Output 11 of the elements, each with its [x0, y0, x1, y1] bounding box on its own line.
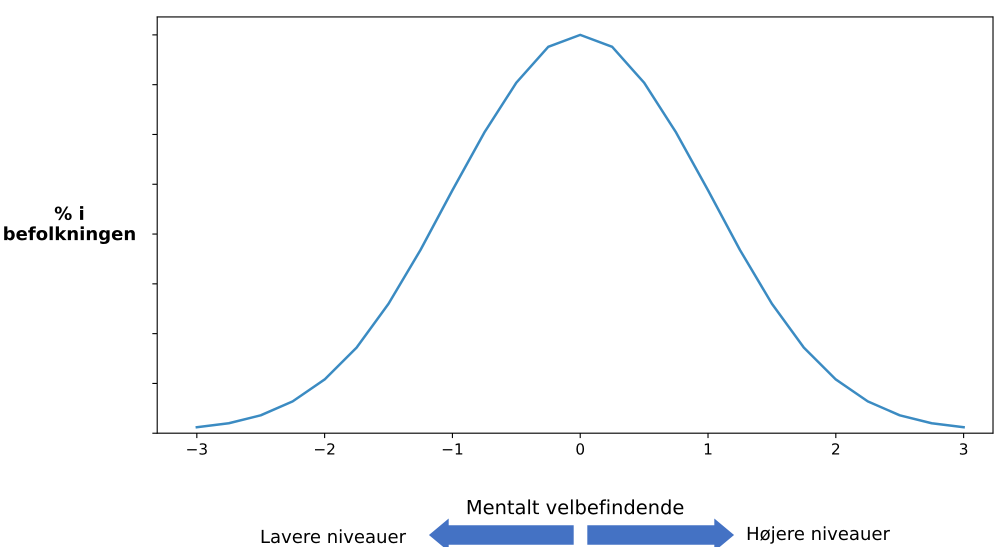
x-tick-label: −2	[314, 443, 334, 455]
x-tick-label: 0	[576, 443, 584, 455]
text: Lavere niveauer	[262, 529, 406, 544]
x-tick-label: −1	[442, 443, 462, 455]
x-tick-label: 2	[832, 443, 840, 455]
text: Højere niveauer	[748, 526, 890, 544]
x-axis-title: Mentalt velbefindende	[468, 499, 684, 514]
x-tick-label: −3	[187, 443, 207, 455]
y-axis-title: % i befolkningen	[4, 206, 135, 244]
x-tick-label: 3	[960, 443, 968, 455]
x-tick-label: 1	[704, 443, 712, 455]
